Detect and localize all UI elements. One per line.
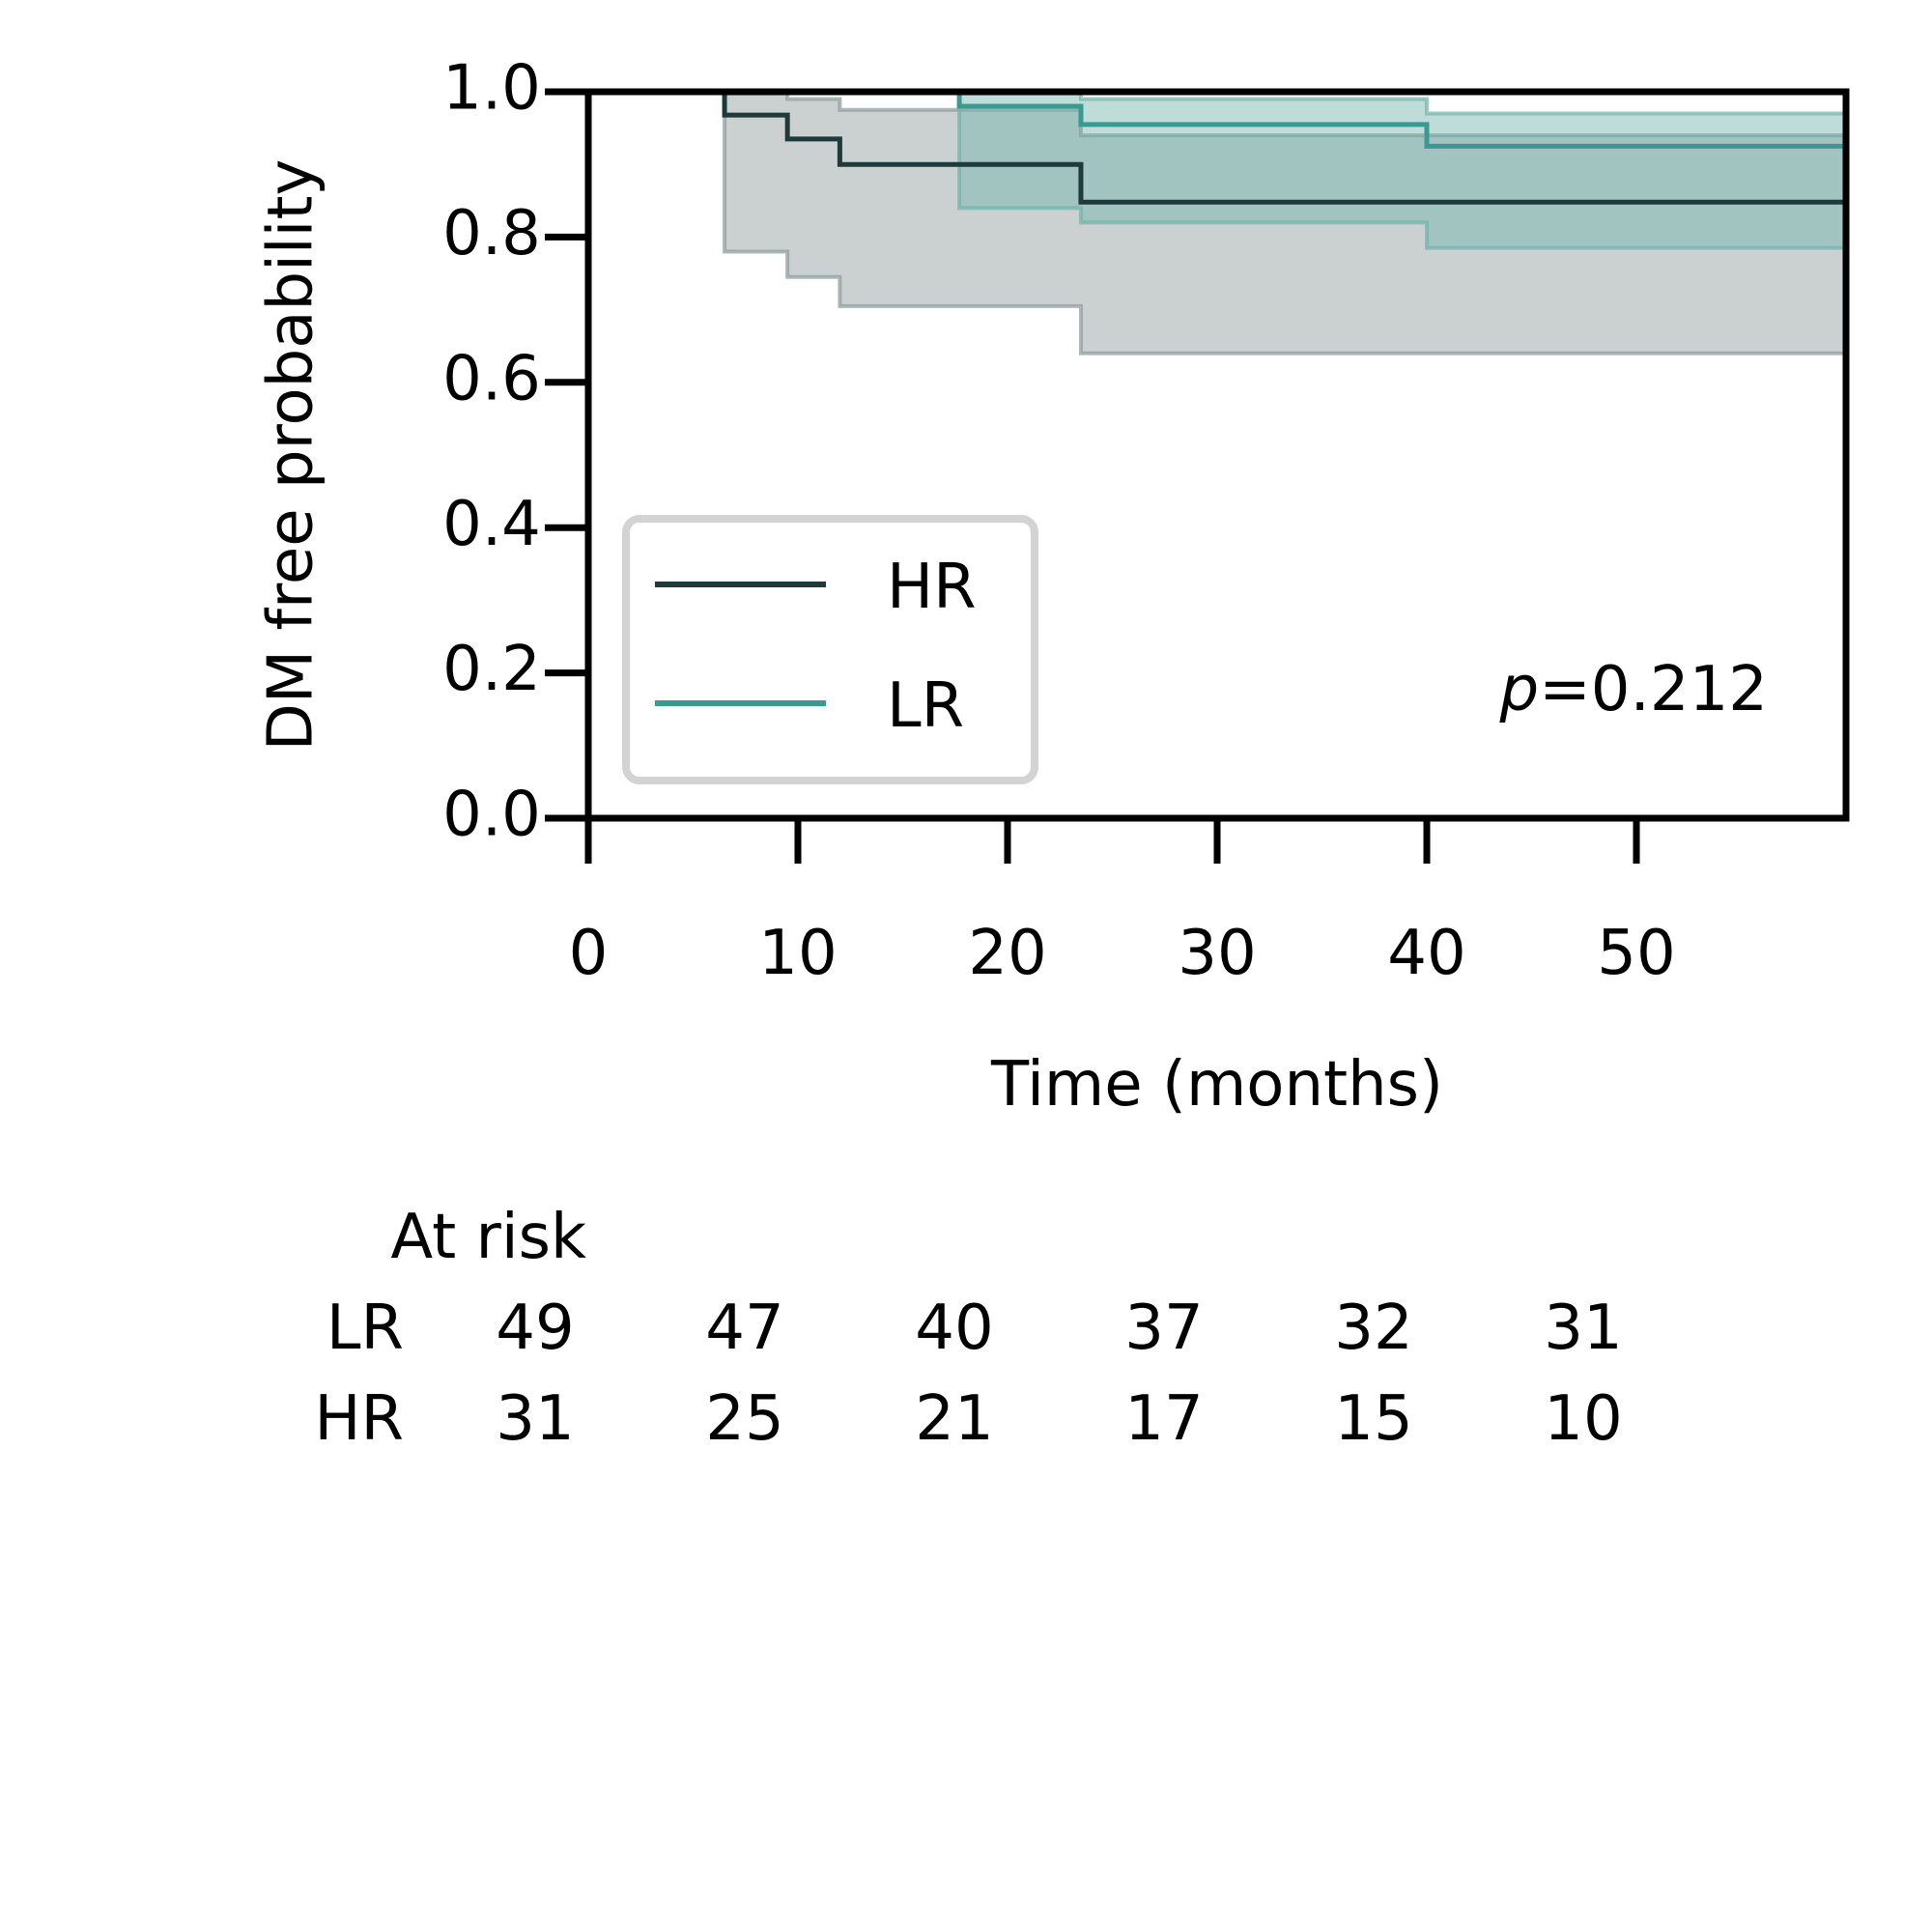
- x-tick-label: 0: [569, 918, 609, 989]
- legend-label-lr: LR: [887, 670, 964, 742]
- at-risk-count: 32: [1334, 1293, 1412, 1364]
- at-risk-count: 25: [705, 1383, 783, 1455]
- ci-lower-lr: [588, 90, 1846, 250]
- x-axis-title: Time (months): [990, 1049, 1443, 1121]
- y-tick-label: 0.2: [442, 634, 541, 705]
- p-value-annotation: p=0.212: [1499, 654, 1768, 725]
- at-risk-count: 49: [496, 1293, 574, 1364]
- y-tick-label: 0.4: [442, 489, 541, 560]
- at-risk-table: At risk LR 49 47 40 37 32 31 HR 31 25 21 17 15 10: [314, 1202, 1622, 1455]
- y-tick-label: 1.0: [442, 53, 541, 125]
- y-tick-label: 0.8: [442, 198, 541, 270]
- at-risk-count: 10: [1544, 1383, 1622, 1455]
- at-risk-count: 37: [1124, 1293, 1203, 1364]
- y-axis: 0.0 0.2 0.4 0.6 0.8 1.0: [442, 53, 588, 851]
- at-risk-row-label-hr: HR: [314, 1383, 404, 1455]
- at-risk-count: 31: [496, 1383, 574, 1455]
- ci-lower-hr: [588, 90, 1846, 355]
- legend: HR LR: [622, 515, 1038, 784]
- x-tick-label: 50: [1597, 918, 1675, 989]
- at-risk-count: 17: [1124, 1383, 1203, 1455]
- x-axis: 0 10 20 30 40 50: [569, 818, 1676, 989]
- at-risk-row-label-lr: LR: [327, 1293, 404, 1364]
- at-risk-title: At risk: [390, 1202, 586, 1273]
- at-risk-count: 15: [1334, 1383, 1412, 1455]
- at-risk-count: 40: [915, 1293, 993, 1364]
- y-axis-title: DM free probability: [256, 159, 327, 752]
- x-tick-label: 40: [1387, 918, 1465, 989]
- x-tick-label: 10: [758, 918, 837, 989]
- x-tick-label: 20: [968, 918, 1046, 989]
- survival-line-hr: [588, 89, 1846, 205]
- at-risk-count: 47: [705, 1293, 783, 1364]
- at-risk-rows: LR 49 47 40 37 32 31 HR 31 25 21 17 15 10: [314, 1293, 1622, 1455]
- at-risk-count: 31: [1544, 1293, 1622, 1364]
- ci-band-lr: [588, 92, 1846, 248]
- legend-label-hr: HR: [887, 552, 977, 623]
- confidence-bands: [588, 90, 1846, 355]
- y-tick-label: 0.0: [442, 780, 541, 851]
- at-risk-count: 21: [915, 1383, 993, 1455]
- y-tick-label: 0.6: [442, 343, 541, 414]
- x-tick-label: 30: [1178, 918, 1256, 989]
